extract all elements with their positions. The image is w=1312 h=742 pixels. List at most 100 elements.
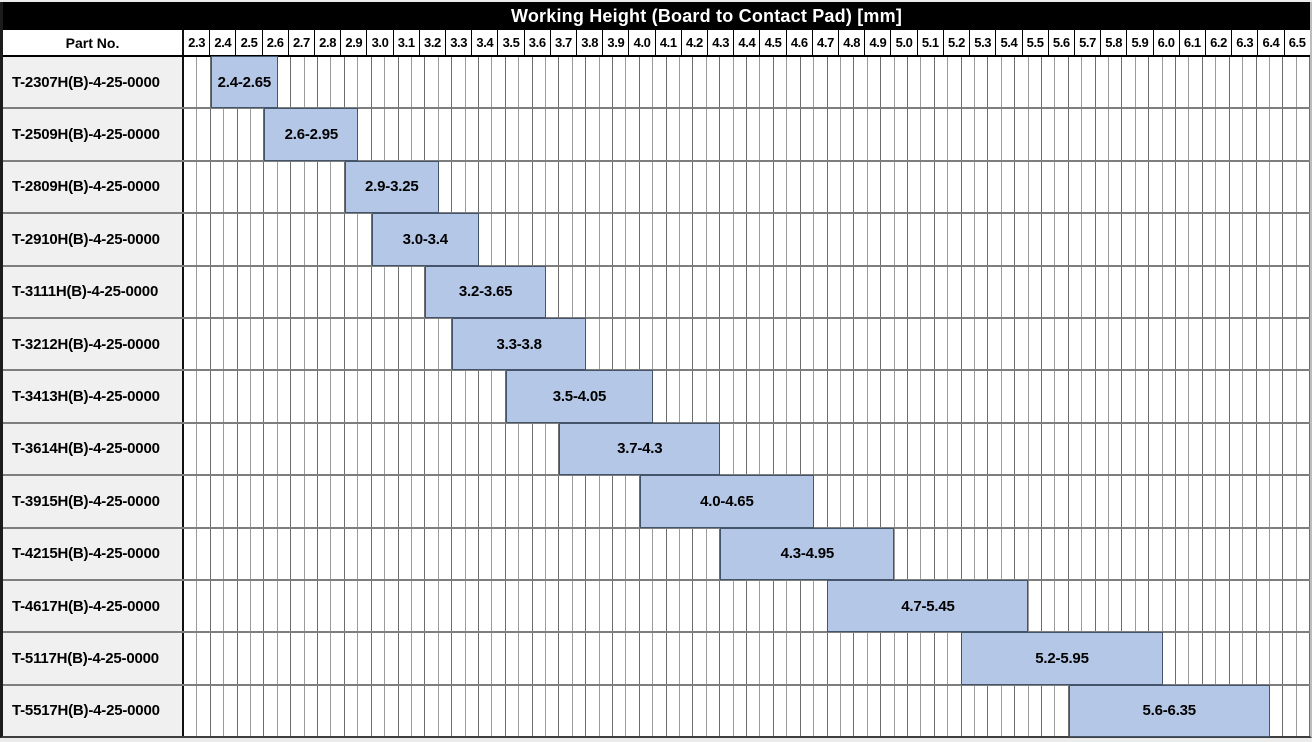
grid-cell bbox=[600, 266, 613, 317]
grid-cell bbox=[935, 161, 949, 213]
grid-cell bbox=[358, 57, 372, 108]
grid-cell bbox=[1163, 109, 1177, 160]
grid-cell bbox=[546, 214, 560, 265]
range-bar: 2.9-3.25 bbox=[344, 160, 439, 214]
grid-cell bbox=[1216, 528, 1230, 579]
grid-cell bbox=[1015, 685, 1029, 737]
grid-cell bbox=[305, 423, 319, 475]
grid-cell bbox=[841, 423, 855, 475]
grid-cell bbox=[962, 528, 975, 579]
grid-cell bbox=[1176, 266, 1190, 317]
grid-cell bbox=[197, 57, 211, 108]
grid-cell bbox=[345, 685, 359, 737]
grid-cell bbox=[988, 371, 1002, 422]
range-label: 2.4-2.65 bbox=[217, 73, 272, 91]
grid-cell bbox=[492, 685, 506, 737]
grid-cell bbox=[1297, 580, 1311, 632]
grid-cell bbox=[1283, 371, 1297, 422]
grid-cell bbox=[519, 161, 533, 213]
grid-cell bbox=[1270, 57, 1284, 108]
grid-cell bbox=[1163, 633, 1177, 684]
grid-cell bbox=[184, 266, 198, 317]
grid-cell bbox=[372, 685, 386, 737]
part-no-cell: T-5517H(B)-4-25-0000 bbox=[3, 685, 184, 737]
grid-cell bbox=[184, 161, 198, 213]
grid-cell bbox=[854, 57, 868, 108]
grid-cell bbox=[251, 685, 265, 737]
grid-cell bbox=[1189, 528, 1203, 579]
grid-cell bbox=[854, 161, 868, 213]
grid-cell bbox=[1297, 109, 1311, 160]
grid-cell bbox=[533, 580, 546, 632]
row-grid: 3.0-3.4 bbox=[184, 213, 1311, 266]
grid-cell bbox=[747, 109, 761, 160]
grid-cell bbox=[1136, 371, 1150, 422]
grid-cell bbox=[372, 423, 386, 475]
grid-cell bbox=[828, 266, 841, 317]
grid-cell bbox=[1122, 580, 1136, 632]
grid-cell bbox=[988, 266, 1002, 317]
grid-cell bbox=[881, 371, 895, 422]
axis-tick: 3.3 bbox=[446, 30, 473, 55]
table-row: T-4617H(B)-4-25-0000 4.7-5.45 bbox=[3, 579, 1311, 634]
grid-cell bbox=[600, 580, 613, 632]
grid-cell bbox=[814, 109, 828, 160]
grid-cell bbox=[345, 528, 359, 579]
grid-cell bbox=[211, 318, 225, 370]
grid-cell bbox=[908, 161, 922, 213]
grid-cell bbox=[358, 476, 372, 527]
grid-cell bbox=[251, 318, 265, 370]
grid-cell bbox=[399, 318, 412, 370]
grid-cell bbox=[948, 266, 962, 317]
grid-cell bbox=[814, 476, 828, 527]
grid-cell bbox=[345, 371, 359, 422]
grid-cell bbox=[412, 476, 426, 527]
grid-cell bbox=[975, 214, 989, 265]
grid-cell bbox=[425, 633, 439, 684]
grid-cell bbox=[801, 57, 815, 108]
grid-cell bbox=[1136, 57, 1150, 108]
range-bar: 3.5-4.05 bbox=[505, 370, 654, 423]
grid-cell bbox=[439, 57, 453, 108]
grid-cell bbox=[1149, 528, 1163, 579]
grid-cell bbox=[640, 633, 654, 684]
grid-cell bbox=[318, 161, 332, 213]
grid-cell bbox=[747, 423, 761, 475]
grid-cell bbox=[1257, 161, 1270, 213]
grid-cell bbox=[948, 423, 962, 475]
axis-tick: 5.3 bbox=[970, 30, 997, 55]
axis-tick: 5.0 bbox=[891, 30, 918, 55]
grid-cell bbox=[492, 528, 506, 579]
grid-cell bbox=[452, 580, 466, 632]
grid-cell bbox=[787, 214, 801, 265]
grid-cell bbox=[519, 214, 533, 265]
grid-cell bbox=[399, 57, 412, 108]
grid-cell bbox=[1002, 476, 1016, 527]
grid-cell bbox=[1149, 423, 1163, 475]
grid-cell bbox=[854, 214, 868, 265]
grid-cell bbox=[506, 476, 520, 527]
part-no-cell: T-2307H(B)-4-25-0000 bbox=[3, 57, 184, 108]
grid-cell bbox=[399, 423, 412, 475]
axis-tick: 2.6 bbox=[263, 30, 289, 55]
grid-cell bbox=[653, 57, 667, 108]
grid-cell bbox=[506, 528, 520, 579]
grid-cell bbox=[1270, 633, 1284, 684]
grid-cell bbox=[613, 109, 627, 160]
grid-cell bbox=[707, 633, 721, 684]
grid-cell bbox=[1029, 580, 1042, 632]
grid-cell bbox=[1283, 161, 1297, 213]
grid-cell bbox=[841, 685, 855, 737]
grid-cell bbox=[224, 161, 238, 213]
grid-cell bbox=[720, 214, 734, 265]
grid-cell bbox=[962, 476, 975, 527]
grid-cell bbox=[264, 528, 278, 579]
grid-cell bbox=[1283, 476, 1297, 527]
grid-cell bbox=[921, 423, 935, 475]
grid-cell bbox=[1082, 423, 1096, 475]
row-grid: 3.7-4.3 bbox=[184, 422, 1311, 476]
grid-cell bbox=[251, 109, 265, 160]
grid-cell bbox=[1042, 685, 1056, 737]
grid-cell bbox=[372, 371, 386, 422]
